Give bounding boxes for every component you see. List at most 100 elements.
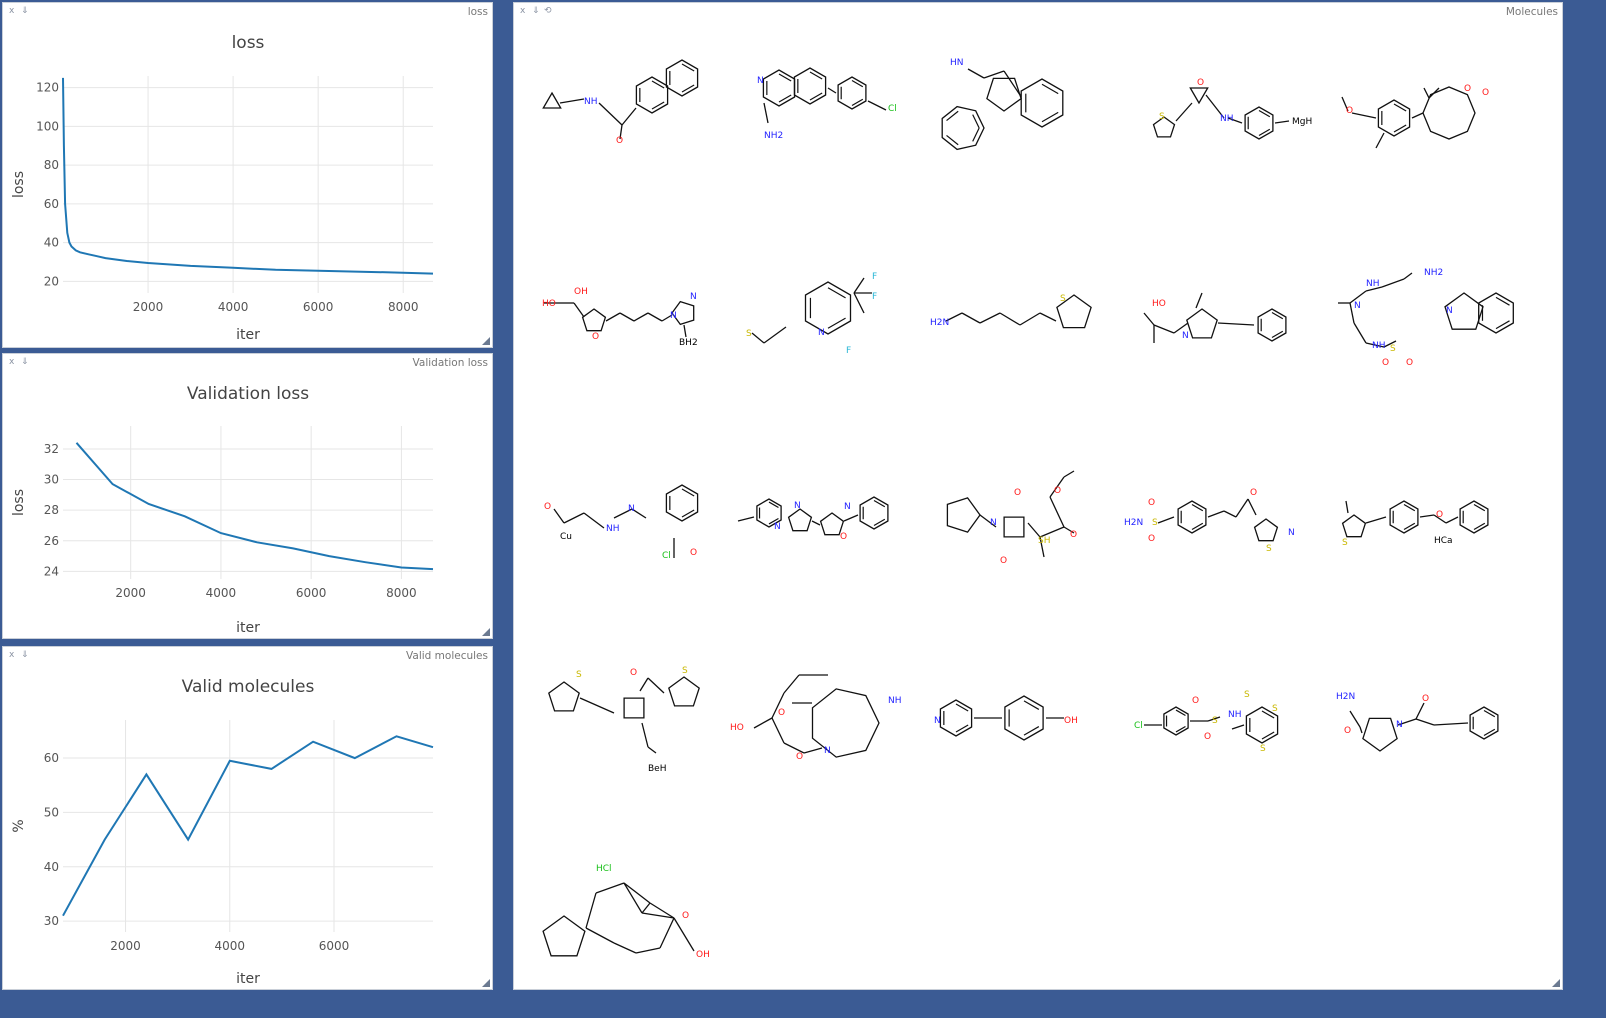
bond [843, 514, 859, 522]
download-icon[interactable]: ⇓ [532, 6, 540, 16]
ring-bond [635, 76, 669, 114]
ring-bond [1189, 87, 1209, 105]
pane-titlebar[interactable]: x ⇓ Valid molecules [3, 647, 492, 665]
bond [635, 947, 661, 954]
bond [961, 312, 981, 324]
y-tick-label: 28 [44, 503, 59, 517]
loss-pane: x ⇓ loss 2000 4000 6000 8000 20 40 60 80 100 120 l… [2, 2, 493, 348]
bond [783, 742, 805, 754]
close-icon[interactable]: x [9, 6, 15, 16]
validation-loss-pane: x ⇓ Validation loss 2000 4000 6000 8000 24 26… [2, 353, 493, 639]
y-tick-label: 100 [36, 119, 59, 133]
double-bond [1261, 710, 1275, 719]
download-icon[interactable]: ⇓ [21, 357, 29, 367]
atom-label: H2N [1124, 518, 1143, 528]
resize-handle-icon[interactable] [482, 979, 490, 987]
ring-bond [811, 688, 880, 758]
atom-label: S [1266, 544, 1272, 554]
resize-handle-icon[interactable] [1552, 979, 1560, 987]
ring-bond [1177, 500, 1207, 534]
atom-label: HO [730, 723, 744, 733]
double-bond [827, 287, 846, 299]
double-bond [1041, 83, 1059, 95]
bond [631, 508, 647, 519]
bond [1415, 718, 1435, 726]
bond [1359, 726, 1363, 734]
bond [1039, 312, 1057, 322]
atom-label: N [824, 746, 831, 756]
x-tick-label: 2000 [133, 300, 164, 314]
x-axis-label: iter [236, 620, 260, 636]
reset-icon[interactable]: ⟲ [544, 6, 552, 16]
pane-titlebar[interactable]: x ⇓ ⟲ Molecules [514, 3, 1562, 21]
bond [1433, 514, 1447, 524]
atom-label: O [1148, 534, 1155, 544]
pane-titlebar[interactable]: x ⇓ Validation loss [3, 354, 492, 372]
bond [647, 746, 657, 754]
bond [673, 917, 695, 952]
atom-label: Cl [888, 104, 897, 114]
double-bond [1483, 710, 1496, 718]
series-line [62, 735, 434, 917]
pane-titlebar[interactable]: x ⇓ loss [3, 3, 492, 21]
bond [585, 892, 597, 929]
atom-label: HN [950, 58, 964, 68]
ring-bond [581, 308, 607, 332]
bond [579, 697, 615, 714]
double-bond [778, 94, 792, 103]
bond [1349, 302, 1355, 324]
double-bond [851, 80, 864, 88]
ring-bond [1003, 516, 1025, 538]
ring-bond [1459, 500, 1489, 534]
ring-bond [542, 915, 586, 957]
double-bond [955, 703, 969, 712]
download-icon[interactable]: ⇓ [21, 650, 29, 660]
double-bond [1271, 330, 1284, 338]
bond [613, 942, 637, 954]
resize-handle-icon[interactable] [482, 628, 490, 636]
bond [573, 302, 585, 318]
double-bond [1041, 111, 1059, 123]
close-icon[interactable]: x [9, 357, 15, 367]
bond [639, 677, 649, 692]
double-bond [946, 134, 959, 146]
resize-handle-icon[interactable] [482, 337, 490, 345]
double-bond [768, 501, 779, 509]
x-tick-label: 4000 [218, 300, 249, 314]
y-tick-label: 80 [44, 158, 59, 172]
y-tick-label: 50 [44, 805, 59, 819]
double-bond [681, 488, 695, 497]
y-tick-label: 26 [44, 534, 59, 548]
atom-label: O [544, 502, 551, 512]
atom-label: S [1260, 744, 1266, 754]
ring-bond [1389, 500, 1419, 534]
atom-label: S [576, 670, 582, 680]
double-bond [946, 110, 959, 122]
ring-bond [793, 67, 827, 105]
double-bond [972, 127, 980, 142]
bond [827, 87, 837, 94]
close-icon[interactable]: x [520, 6, 526, 16]
bond [661, 314, 673, 322]
molecule-m10: NH2 NH N NH S N O O [1338, 268, 1514, 368]
close-icon[interactable]: x [9, 650, 15, 660]
atom-label: S [1342, 538, 1348, 548]
double-bond [681, 509, 695, 518]
ring-bond [1377, 99, 1411, 137]
pane-name: loss [467, 6, 488, 18]
double-bond [1271, 312, 1284, 320]
double-bond [873, 518, 886, 526]
bond [1419, 514, 1435, 518]
ring-bond [787, 508, 813, 532]
bond [1003, 70, 1021, 96]
atom-label: NH [888, 696, 902, 706]
download-icon[interactable]: ⇓ [21, 6, 29, 16]
atom-label: O [1422, 694, 1429, 704]
bond [1397, 718, 1417, 726]
bond [1445, 516, 1459, 524]
ring-bond [939, 699, 973, 737]
ring-bond [1469, 706, 1499, 740]
atom-label: Cl [662, 551, 671, 561]
y-tick-label: 24 [44, 564, 59, 578]
